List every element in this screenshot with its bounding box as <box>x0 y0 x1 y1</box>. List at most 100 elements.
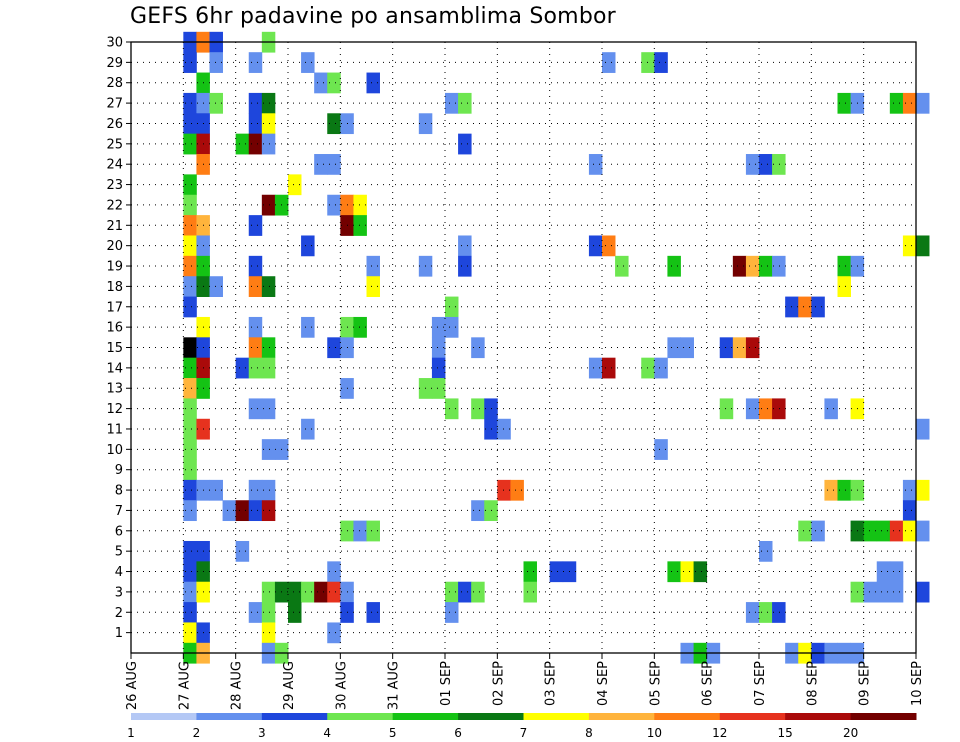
y-tick-label: 28 <box>106 76 123 91</box>
heatmap-cell <box>889 520 904 542</box>
y-tick-label: 15 <box>106 341 123 356</box>
heatmap-cell <box>798 520 812 542</box>
heatmap-cell <box>183 500 197 522</box>
heatmap-cell <box>916 520 930 542</box>
heatmap-cell <box>759 255 773 277</box>
heatmap-cell <box>745 337 760 359</box>
y-tick-label: 26 <box>106 117 123 132</box>
heatmap-cell <box>916 581 930 603</box>
heatmap-cell <box>602 235 616 257</box>
heatmap-cell <box>772 602 786 623</box>
heatmap-cell <box>248 479 263 501</box>
heatmap-cell <box>588 357 603 379</box>
heatmap-cell <box>811 520 825 542</box>
heatmap-cell <box>248 113 263 135</box>
heatmap-cell <box>719 398 734 420</box>
heatmap-cell <box>431 337 446 359</box>
heatmap-cell <box>667 255 681 277</box>
heatmap-cell <box>353 520 367 542</box>
heatmap-cell <box>458 255 472 277</box>
heatmap-cell <box>183 418 197 440</box>
heatmap-cell <box>301 418 315 440</box>
heatmap-cell <box>497 479 511 501</box>
heatmap-cell <box>235 500 250 522</box>
y-tick-label: 8 <box>115 484 123 499</box>
heatmap-cell <box>183 113 197 135</box>
heatmap-cell <box>471 581 485 603</box>
heatmap-cell <box>301 52 315 73</box>
heatmap-cell <box>248 52 263 73</box>
heatmap-cell <box>248 215 263 236</box>
heatmap-cell <box>876 561 891 583</box>
x-tick-label: 02 SEP <box>491 661 506 706</box>
heatmap-cell <box>431 357 446 379</box>
heatmap-cell <box>261 113 276 135</box>
grid-lines <box>131 41 916 653</box>
heatmap-cell <box>484 398 498 420</box>
x-tick-label: 09 SEP <box>858 661 873 706</box>
heatmap-cell <box>183 622 197 644</box>
heatmap-cell <box>615 255 629 277</box>
heatmap-cell <box>602 357 616 379</box>
heatmap-cell <box>261 479 276 501</box>
heatmap-cell <box>876 581 891 603</box>
x-tick-label: 31 AUG <box>387 661 402 710</box>
heatmap-cell <box>261 357 276 379</box>
heatmap-cell <box>261 439 276 460</box>
heatmap-cell <box>916 479 930 501</box>
heatmap-cell <box>445 581 459 603</box>
heatmap-cell <box>458 133 472 155</box>
colorbar-label: 6 <box>454 726 462 740</box>
heatmap-cell <box>314 581 328 603</box>
heatmap-cell <box>353 194 367 216</box>
heatmap-cell <box>183 255 197 277</box>
y-tick-label: 16 <box>106 321 123 336</box>
x-tick-label: 03 SEP <box>544 661 559 706</box>
heatmap-cell <box>798 296 812 318</box>
heatmap-cell <box>222 500 237 522</box>
heatmap-cell <box>314 72 328 94</box>
heatmap-cell <box>759 398 773 420</box>
y-tick-label: 12 <box>106 402 123 417</box>
heatmap-cell <box>183 52 197 73</box>
x-tick-label: 10 SEP <box>910 661 925 706</box>
heatmap-cell <box>902 92 917 114</box>
heatmap-cell <box>759 154 773 175</box>
heatmap-cell <box>183 215 197 236</box>
heatmap-cell <box>471 337 485 359</box>
heatmap-cell <box>458 235 472 257</box>
y-tick-label: 27 <box>106 97 123 112</box>
heatmap-cell <box>183 92 197 114</box>
heatmap-cell <box>916 235 930 257</box>
heatmap-cell <box>458 92 472 114</box>
heatmap-cell <box>510 479 524 501</box>
heatmap-cell <box>667 337 681 359</box>
heatmap-cell <box>183 378 197 399</box>
heatmap-cell <box>261 500 276 522</box>
colorbar-swatch <box>261 713 328 720</box>
heatmap-cell <box>602 52 616 73</box>
heatmap-cell <box>458 581 472 603</box>
heatmap-cell <box>366 276 380 297</box>
heatmap-cell <box>235 357 250 379</box>
heatmap-cell <box>183 276 197 297</box>
heatmap-cell <box>431 378 446 399</box>
heatmap-cell <box>183 194 197 216</box>
colorbar-swatch <box>588 713 655 720</box>
heatmap-cell <box>183 174 197 196</box>
heatmap-cell <box>824 398 838 420</box>
heatmap-cell <box>261 194 276 216</box>
heatmap-cell <box>654 439 668 460</box>
heatmap-cell <box>248 357 263 379</box>
heatmap-cell <box>248 398 263 420</box>
heatmap-cell <box>837 479 851 501</box>
heatmap-cell <box>837 276 851 297</box>
heatmap-cell <box>811 296 825 318</box>
heatmap-cell <box>183 296 197 318</box>
colorbar-swatch <box>654 713 721 720</box>
heatmap-cell <box>261 276 276 297</box>
heatmap-cell <box>248 92 263 114</box>
y-tick-label: 1 <box>115 626 123 641</box>
heatmap-cell <box>327 581 341 603</box>
